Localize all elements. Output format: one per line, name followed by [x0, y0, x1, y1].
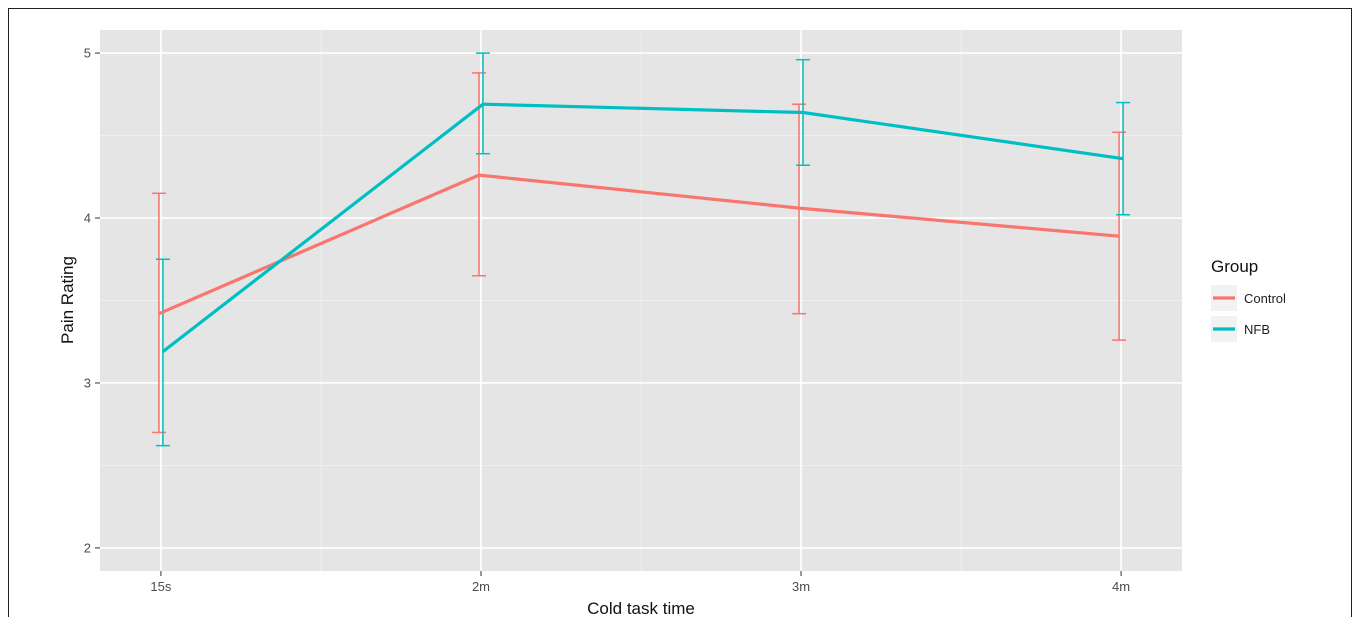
legend: Group Control NFB: [1204, 250, 1310, 346]
x-tick-label: 2m: [472, 579, 490, 594]
major-gridlines: [100, 30, 1182, 571]
y-axis-title: Pain Rating: [58, 256, 77, 344]
y-tick-label: 5: [84, 46, 91, 61]
legend-title: Group: [1211, 257, 1258, 276]
series-line-nfb: [161, 102, 1124, 353]
x-tick-label: 15s: [150, 579, 171, 594]
legend-keys: Control NFB: [1211, 285, 1286, 342]
y-axis: 2 3 4 5: [84, 46, 100, 555]
minor-gridlines: [100, 30, 1182, 571]
legend-label: Control: [1244, 291, 1286, 306]
x-tick-label: 4m: [1112, 579, 1130, 594]
series-lines: [158, 102, 1124, 353]
y-tick-label: 3: [84, 375, 91, 390]
y-tick-label: 4: [84, 211, 91, 226]
series-line-control: [158, 173, 1120, 316]
x-tick-label: 3m: [792, 579, 810, 594]
legend-label: NFB: [1244, 322, 1270, 337]
y-tick-label: 2: [84, 540, 91, 555]
x-axis-title: Cold task time: [587, 599, 695, 617]
x-axis: 15s 2m 3m 4m: [150, 571, 1130, 594]
figure-frame: [8, 8, 1352, 617]
